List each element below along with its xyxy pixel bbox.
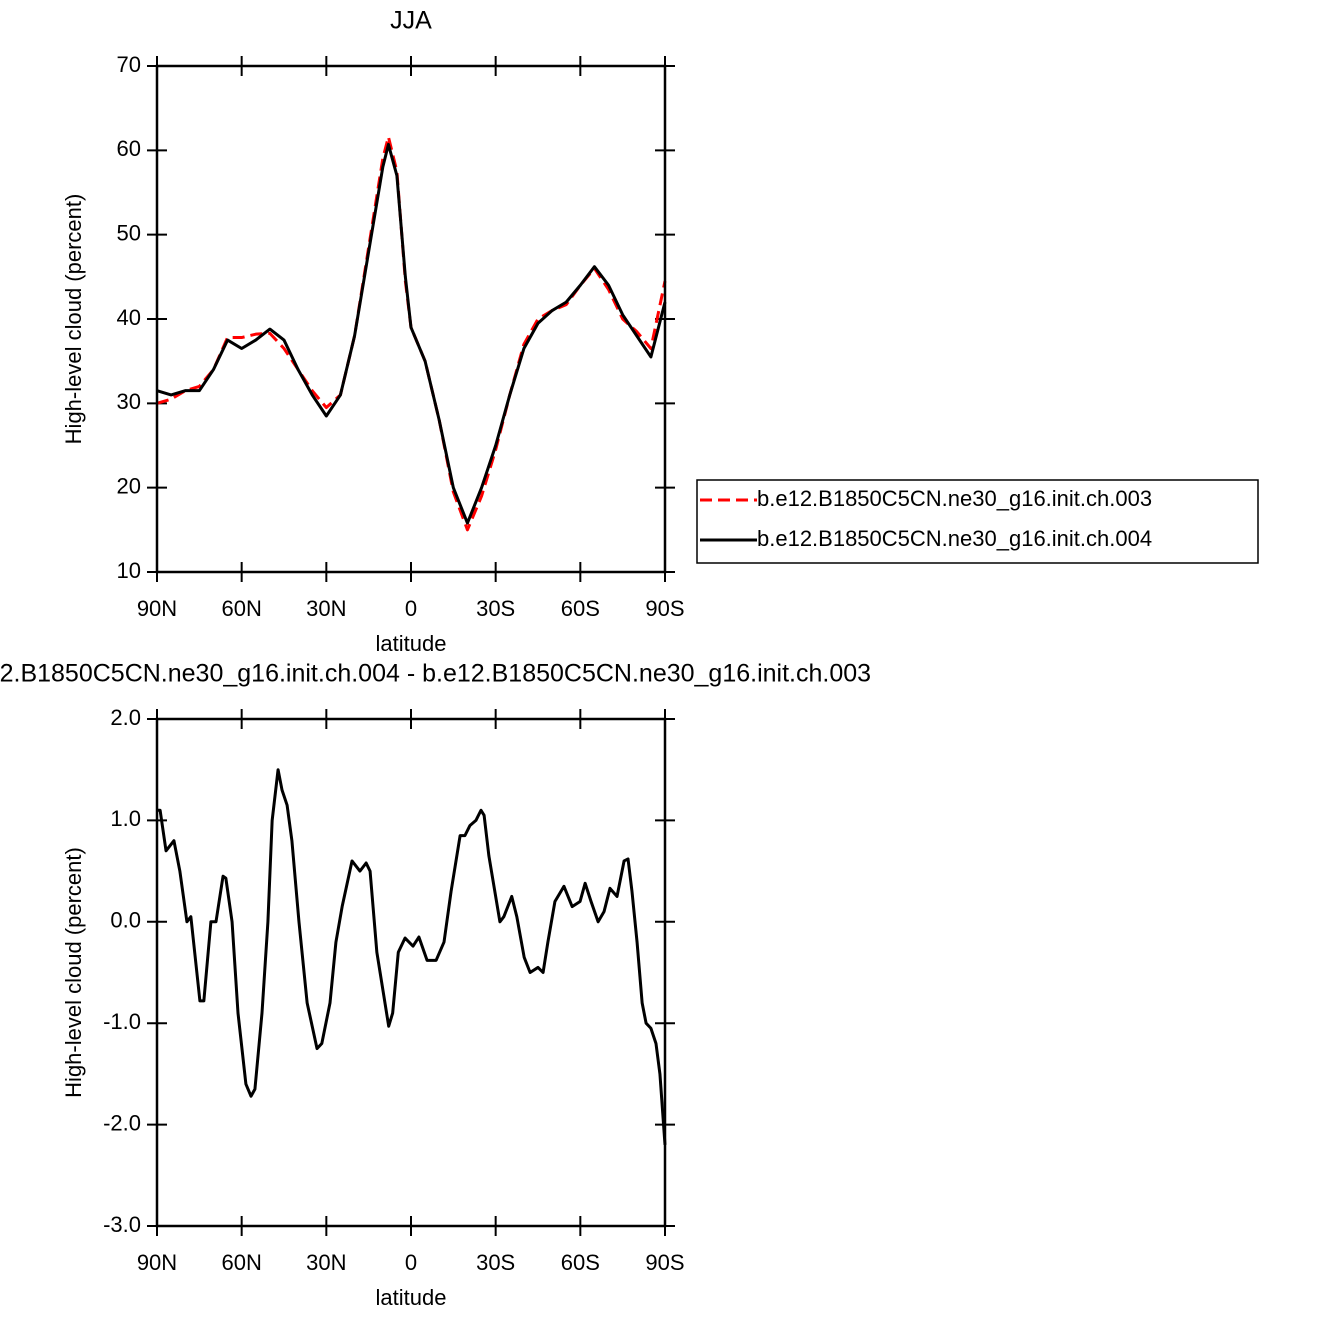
y-tick-label: 30 [117,389,141,414]
x-axis-label: latitude [376,1285,447,1310]
y-tick-label: 0.0 [110,908,141,933]
x-tick-label: 30S [476,1250,515,1275]
y-tick-label: -1.0 [103,1009,141,1034]
plot-frame [155,717,667,1228]
y-tick-label: 40 [117,305,141,330]
x-tick-label: 60S [561,1250,600,1275]
chart-title: b.e12.B1850C5CN.ne30_g16.init.ch.004 - b… [0,660,871,688]
x-tick-label: 0 [405,596,417,621]
y-tick-label: 10 [117,558,141,583]
x-tick-label: 90N [137,1250,177,1275]
y-tick-label: -3.0 [103,1212,141,1237]
y-tick-label: 20 [117,473,141,498]
x-tick-label: 90S [645,596,684,621]
x-tick-label: 30N [306,1250,346,1275]
y-tick-label: 60 [117,136,141,161]
y-tick-label: 2.0 [110,705,141,730]
legend-label: b.e12.B1850C5CN.ne30_g16.init.ch.004 [757,526,1152,551]
y-tick-label: 70 [117,52,141,77]
x-tick-label: 90N [137,596,177,621]
x-tick-label: 60N [221,596,261,621]
y-axis-label: High-level cloud (percent) [61,847,86,1098]
y-axis-label: High-level cloud (percent) [61,194,86,445]
y-tick-label: -2.0 [103,1110,141,1135]
data-line [157,768,667,1145]
plot-frame [155,64,667,574]
x-tick-label: 30S [476,596,515,621]
x-tick-label: 0 [405,1250,417,1275]
y-tick-label: 1.0 [110,806,141,831]
legend-label: b.e12.B1850C5CN.ne30_g16.init.ch.003 [757,486,1152,511]
x-tick-label: 60S [561,596,600,621]
x-tick-label: 30N [306,596,346,621]
x-axis-label: latitude [376,631,447,656]
data-line [156,135,667,532]
y-tick-label: 50 [117,220,141,245]
chart-title: JJA [390,7,432,35]
x-tick-label: 90S [645,1250,684,1275]
x-tick-label: 60N [221,1250,261,1275]
legend-box [696,479,1259,564]
data-line [156,142,667,525]
